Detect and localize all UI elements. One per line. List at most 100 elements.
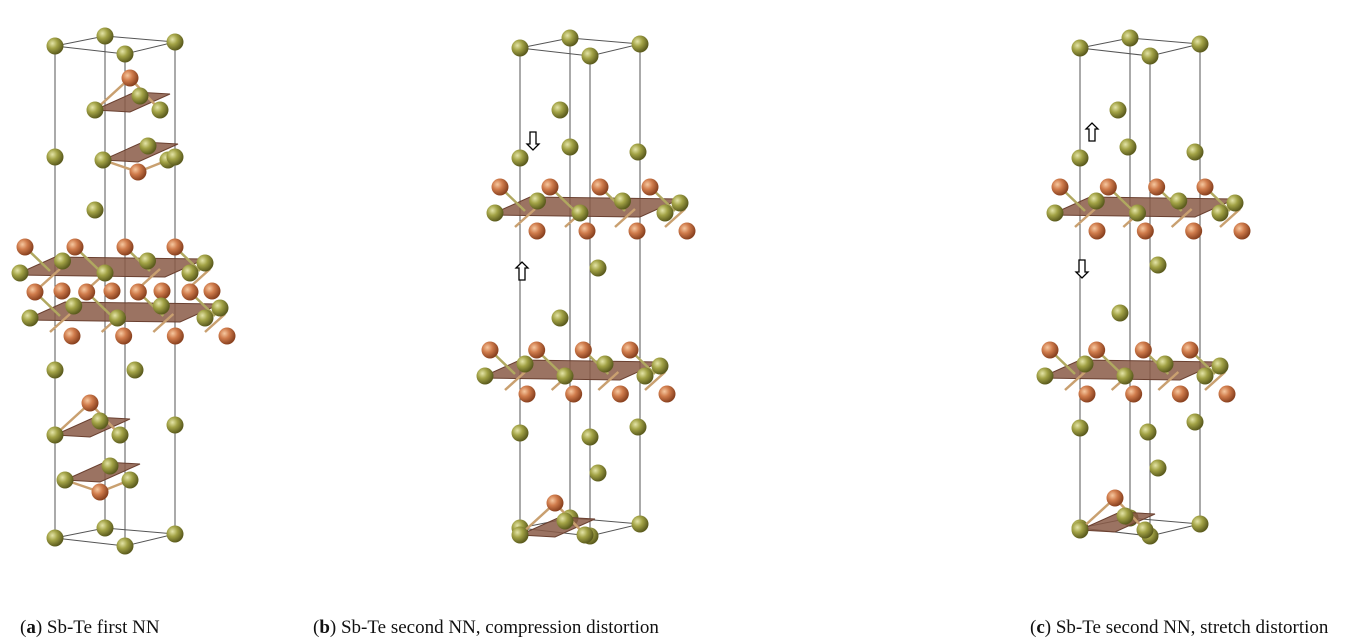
te-atom — [1122, 30, 1139, 47]
sb-atom — [529, 223, 546, 240]
te-atom — [512, 150, 529, 167]
te-atom — [630, 419, 647, 436]
te-atom — [1072, 150, 1089, 167]
te-atom — [1187, 144, 1204, 161]
te-atom — [117, 538, 134, 555]
te-atom — [47, 38, 64, 55]
caption: (a) Sb-Te first NN — [20, 617, 160, 639]
sb-atom — [54, 283, 71, 300]
te-atom — [632, 516, 649, 533]
te-atom — [139, 253, 156, 270]
te-atom — [57, 472, 74, 489]
sb-atom — [659, 386, 676, 403]
sb-atom — [1182, 342, 1199, 359]
te-atom — [1137, 522, 1154, 539]
sb-atom — [130, 284, 147, 301]
te-atom — [552, 310, 569, 327]
sb-atom — [547, 495, 564, 512]
sb-atom — [1137, 223, 1154, 240]
sb-atom — [78, 284, 95, 301]
te-atom — [1192, 516, 1209, 533]
caption: (c) Sb-Te second NN, stretch distortion — [1030, 617, 1328, 639]
sb-atom — [154, 283, 171, 300]
te-atom — [1072, 40, 1089, 57]
te-atom — [97, 28, 114, 45]
sb-atom — [642, 179, 659, 196]
sb-atom — [1088, 342, 1105, 359]
te-atom — [153, 298, 170, 315]
te-atom — [1140, 424, 1157, 441]
caption-label: a — [26, 617, 36, 638]
te-atom — [47, 427, 64, 444]
te-atom — [212, 300, 229, 317]
te-atom — [614, 193, 631, 210]
te-atom — [1072, 420, 1089, 437]
sb-atom — [130, 164, 147, 181]
te-atom — [102, 458, 119, 475]
te-atom — [182, 265, 199, 282]
sb-atom — [27, 284, 44, 301]
te-atom — [1150, 460, 1167, 477]
sb-atom — [67, 239, 84, 256]
te-atom — [1037, 368, 1054, 385]
te-atom — [637, 368, 654, 385]
sb-atom — [622, 342, 639, 359]
te-atom — [1157, 356, 1174, 373]
te-atom — [1129, 205, 1146, 222]
te-atom — [152, 102, 169, 119]
sb-atom — [482, 342, 499, 359]
te-atom — [557, 368, 574, 385]
te-atom — [487, 205, 504, 222]
caption-label: b — [319, 617, 330, 638]
te-atom — [512, 40, 529, 57]
te-atom — [1212, 358, 1229, 375]
te-atom — [1142, 48, 1159, 65]
sb-atom — [17, 239, 34, 256]
te-atom — [1227, 195, 1244, 212]
sb-atom — [204, 283, 221, 300]
sb-atom — [1100, 179, 1117, 196]
te-atom — [512, 527, 529, 544]
te-atom — [1212, 205, 1229, 222]
sb-atom — [528, 342, 545, 359]
sb-atom — [82, 395, 99, 412]
crystal-drawings — [0, 0, 1349, 610]
te-atom — [197, 310, 214, 327]
te-atom — [87, 102, 104, 119]
te-atom — [1047, 205, 1064, 222]
te-atom — [512, 425, 529, 442]
te-atom — [92, 413, 109, 430]
te-atom — [95, 152, 112, 169]
figure: (a) Sb-Te first NN (b) Sb-Te second NN, … — [0, 0, 1349, 643]
sb-atom — [629, 223, 646, 240]
te-atom — [590, 465, 607, 482]
te-atom — [557, 513, 574, 530]
te-atom — [582, 429, 599, 446]
sb-atom — [92, 484, 109, 501]
caption-text: ) Sb-Te second NN, compression distortio… — [330, 617, 659, 638]
te-atom — [572, 205, 589, 222]
te-atom — [1072, 522, 1089, 539]
arrow — [1076, 260, 1088, 278]
te-atom — [477, 368, 494, 385]
te-atom — [140, 138, 157, 155]
te-atom — [117, 46, 134, 63]
arrow — [527, 132, 539, 150]
te-atom — [47, 362, 64, 379]
te-atom — [1088, 193, 1105, 210]
sb-atom — [115, 328, 132, 345]
sb-atom — [565, 386, 582, 403]
caption-text: ) Sb-Te second NN, stretch distortion — [1045, 617, 1329, 638]
te-atom — [197, 255, 214, 272]
te-atom — [632, 36, 649, 53]
caption: (b) Sb-Te second NN, compression distort… — [313, 617, 659, 639]
te-atom — [552, 102, 569, 119]
te-atom — [132, 88, 149, 105]
te-atom — [12, 265, 29, 282]
sb-atom — [612, 386, 629, 403]
cell-top — [1080, 38, 1200, 56]
te-atom — [577, 527, 594, 544]
sb-atom — [1148, 179, 1165, 196]
te-atom — [97, 265, 114, 282]
te-atom — [97, 520, 114, 537]
